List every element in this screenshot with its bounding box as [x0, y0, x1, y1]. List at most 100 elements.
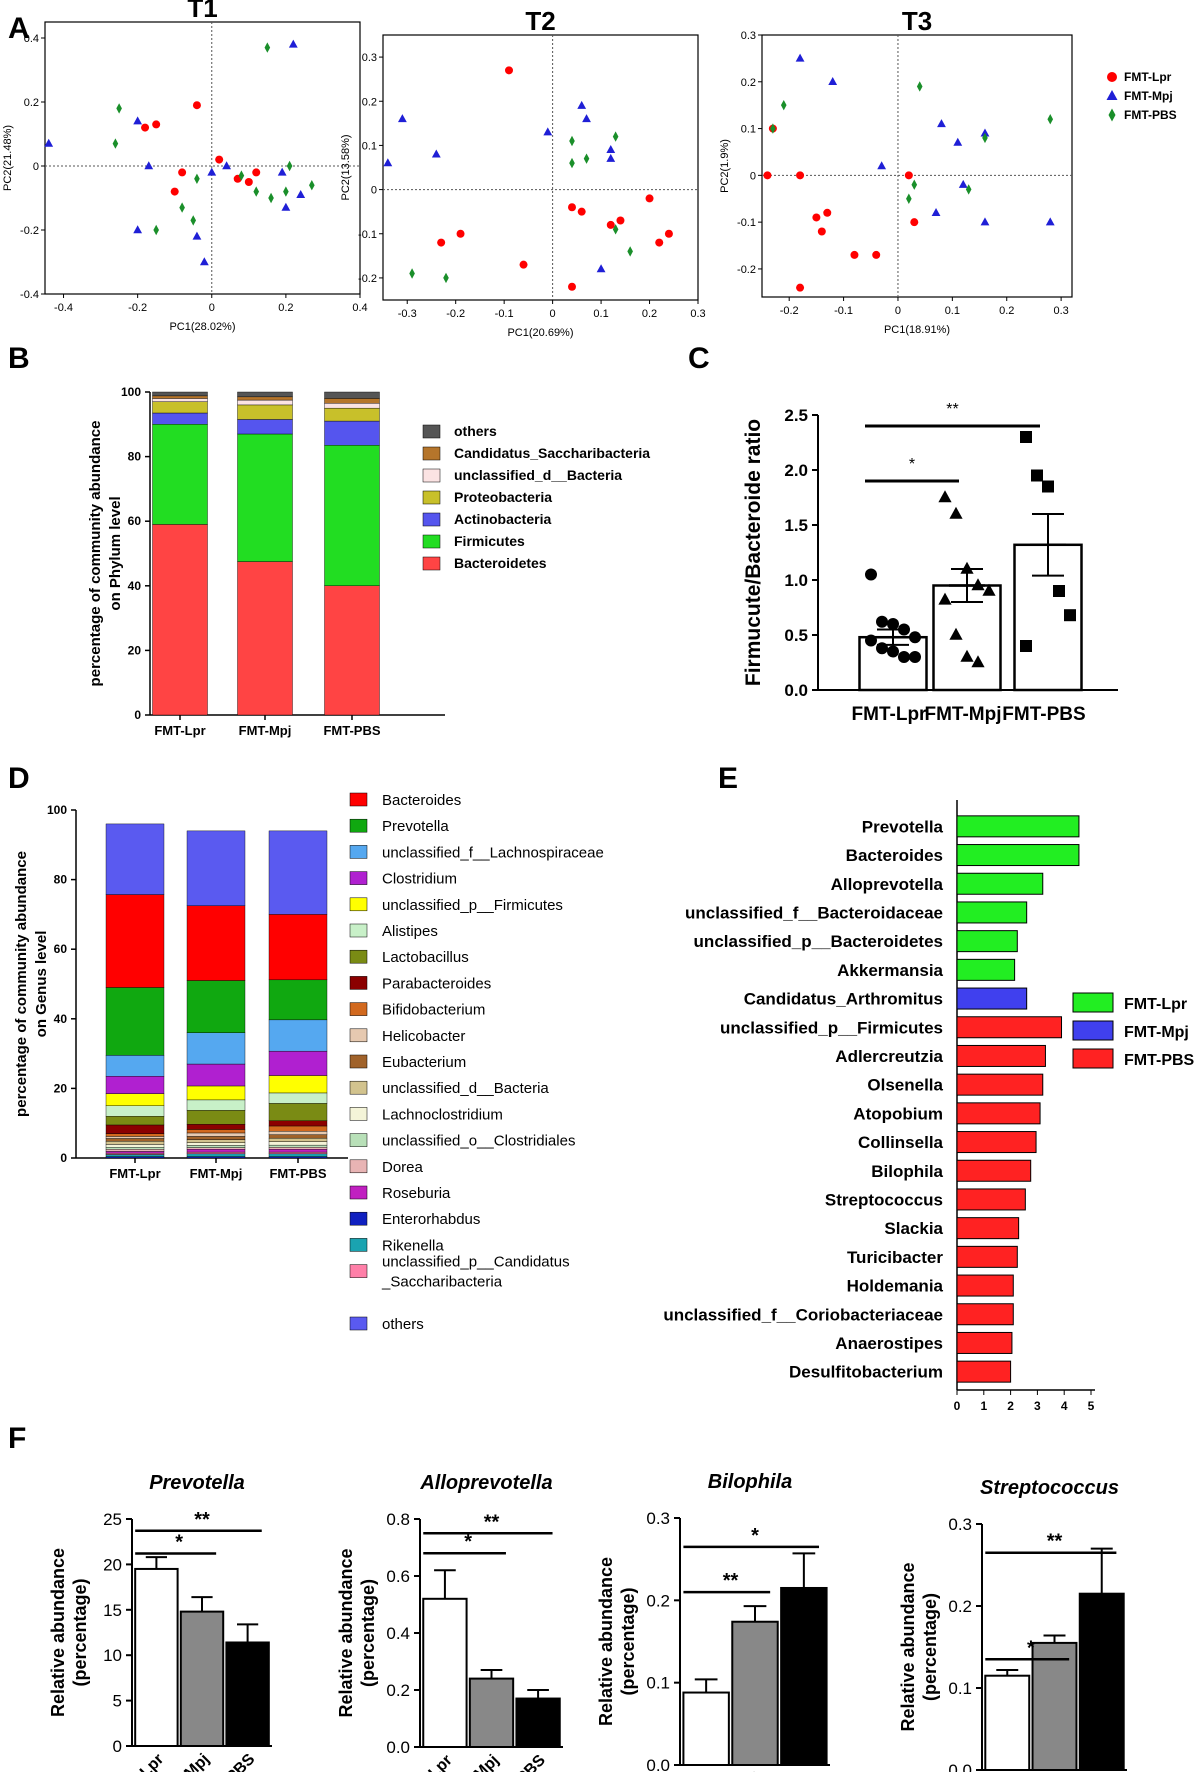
plot-title: Bilophila	[708, 1471, 792, 1493]
legend-label: FMT-Mpj	[1124, 1024, 1189, 1041]
stack-segment	[268, 1134, 328, 1139]
legend-swatch	[422, 424, 441, 439]
legend-label: Lactobacillus	[382, 949, 469, 966]
x-tick-label: 0	[954, 1399, 961, 1413]
y-tick-label: 0.6	[386, 1567, 410, 1586]
lefse-bar	[956, 1274, 1014, 1297]
legend-label: unclassified_p__Candidatus	[382, 1254, 570, 1271]
phylum_stack-chart: 0 20 40 60 80 100 FMT-Lpr FMT-Mpj FMT-PBS percent…	[87, 385, 445, 738]
legend-swatch	[349, 1054, 368, 1069]
stack-segment	[105, 1076, 165, 1094]
y-tick-label: 60	[54, 942, 68, 956]
stack-segment	[268, 1131, 328, 1135]
y-tick-label: 0.3	[646, 1509, 670, 1528]
lefse-bar	[956, 958, 1016, 981]
x-tick-label: 0.3	[690, 308, 705, 320]
scatter-point	[982, 132, 988, 144]
stack-segment	[105, 1151, 165, 1154]
y-tick-label: 0.3	[948, 1515, 972, 1534]
y-axis-label: Relative abundance (percentage)	[336, 1548, 378, 1717]
lefse-category-label: Candidatus_Arthromitus	[744, 990, 943, 1009]
scatter-point	[582, 114, 591, 123]
lefse-category-label: Prevotella	[862, 817, 944, 836]
data-point	[1020, 431, 1032, 443]
scatter-point	[577, 100, 587, 109]
stack-segment	[105, 1138, 165, 1142]
y-axis-label-line: percentage of community abundance	[13, 851, 30, 1117]
y-axis-label: percentage of community abundance on Phyl…	[87, 421, 124, 687]
stack-segment	[105, 1154, 165, 1157]
x-tick-label: 0.1	[945, 305, 960, 317]
x-tick-label: -0.3	[398, 308, 417, 320]
data-point	[1053, 585, 1065, 597]
significance-label: *	[175, 1532, 183, 1554]
x-tick-label: 0	[895, 305, 901, 317]
y-axis-label: PC2(1.9%)	[719, 139, 731, 193]
legend-label: Rikenella	[382, 1237, 444, 1254]
scatter-point	[606, 153, 616, 162]
legend-label: others	[382, 1316, 424, 1333]
x-tick-label: 0	[209, 302, 215, 314]
genus-legend: Bacteroides Prevotella unclassified_f__Lac…	[349, 792, 604, 1333]
f_prevotella-chart: 0510152025FMT-LprFMT-MpjFMT-PBS***Prevot…	[48, 1472, 272, 1772]
data-point	[898, 651, 910, 663]
stack-segment	[237, 396, 293, 401]
significance-label: **	[194, 1509, 210, 1531]
lefse-bar	[956, 1044, 1046, 1067]
data-point	[1031, 469, 1043, 482]
lefse-category-label: unclassified_p__Bacteroidetes	[694, 932, 943, 951]
x-tick-label: -0.2	[780, 305, 799, 317]
legend-label: Actinobacteria	[454, 511, 551, 527]
data-point	[1042, 480, 1054, 493]
legend-swatch	[349, 923, 368, 938]
stack-segment	[268, 1092, 328, 1104]
stack-segment	[324, 391, 380, 399]
scatter-point	[112, 138, 119, 149]
stack-segment	[237, 561, 293, 716]
stack-segment	[186, 1032, 246, 1065]
legend-swatch	[349, 1133, 368, 1147]
lefse-bar	[956, 987, 1028, 1010]
lefse-category-label: Bilophila	[871, 1162, 943, 1181]
y-tick-label: -0.2	[20, 225, 39, 237]
scatter-point	[872, 250, 881, 259]
stack-segment	[105, 1149, 165, 1152]
y-tick-label: 0.0	[948, 1761, 972, 1772]
data-point	[938, 490, 952, 503]
x-tick-label: FMT-PBS	[269, 1166, 326, 1181]
data-point	[909, 631, 921, 644]
plot-frame	[761, 34, 1073, 298]
stack-segment	[186, 1145, 246, 1148]
legend-swatch	[349, 1211, 368, 1226]
scatter-point	[222, 161, 231, 170]
scatter-point	[252, 168, 261, 177]
lefse-legend: FMT-Lpr FMT-Mpj FMT-PBS	[1072, 992, 1195, 1069]
stack-segment	[105, 1105, 165, 1117]
x-tick-label: 2	[1007, 1399, 1014, 1413]
stack-segment	[186, 1136, 246, 1140]
f_bilophila-chart: 0.00.10.20.3FMT-LprFMT-MpjFMT-PBS***Bilo…	[596, 1471, 830, 1772]
x-tick-label: 5	[1088, 1399, 1095, 1413]
significance-label: **	[484, 1511, 500, 1533]
legend-swatch	[349, 976, 368, 990]
scatter-point	[519, 260, 528, 269]
stack-segment	[152, 424, 208, 525]
legend-label: Bacteroides	[382, 792, 461, 809]
scatter-point	[980, 128, 990, 137]
scatter-point	[192, 231, 202, 240]
data-point	[960, 561, 974, 574]
stack-segment	[186, 1110, 246, 1125]
scatter-point	[796, 171, 805, 180]
y-axis-label-line: percentage of community abundance	[87, 421, 104, 687]
phylum-legend: others Candidatus_Saccharibacteriaunclass…	[422, 423, 650, 571]
scatter-point	[823, 208, 832, 217]
y-tick-label: 5	[113, 1692, 122, 1711]
data-point	[949, 627, 963, 640]
y-tick-label: 0.2	[948, 1597, 972, 1616]
panel-label: F	[8, 1422, 26, 1455]
stack-segment	[152, 398, 208, 402]
pcoa-legend: FMT-Lpr FMT-Mpj FMT-PBS	[1106, 70, 1177, 122]
y-tick-label: 0.2	[646, 1591, 670, 1610]
bar	[179, 1610, 225, 1747]
stack-segment	[268, 1153, 328, 1157]
